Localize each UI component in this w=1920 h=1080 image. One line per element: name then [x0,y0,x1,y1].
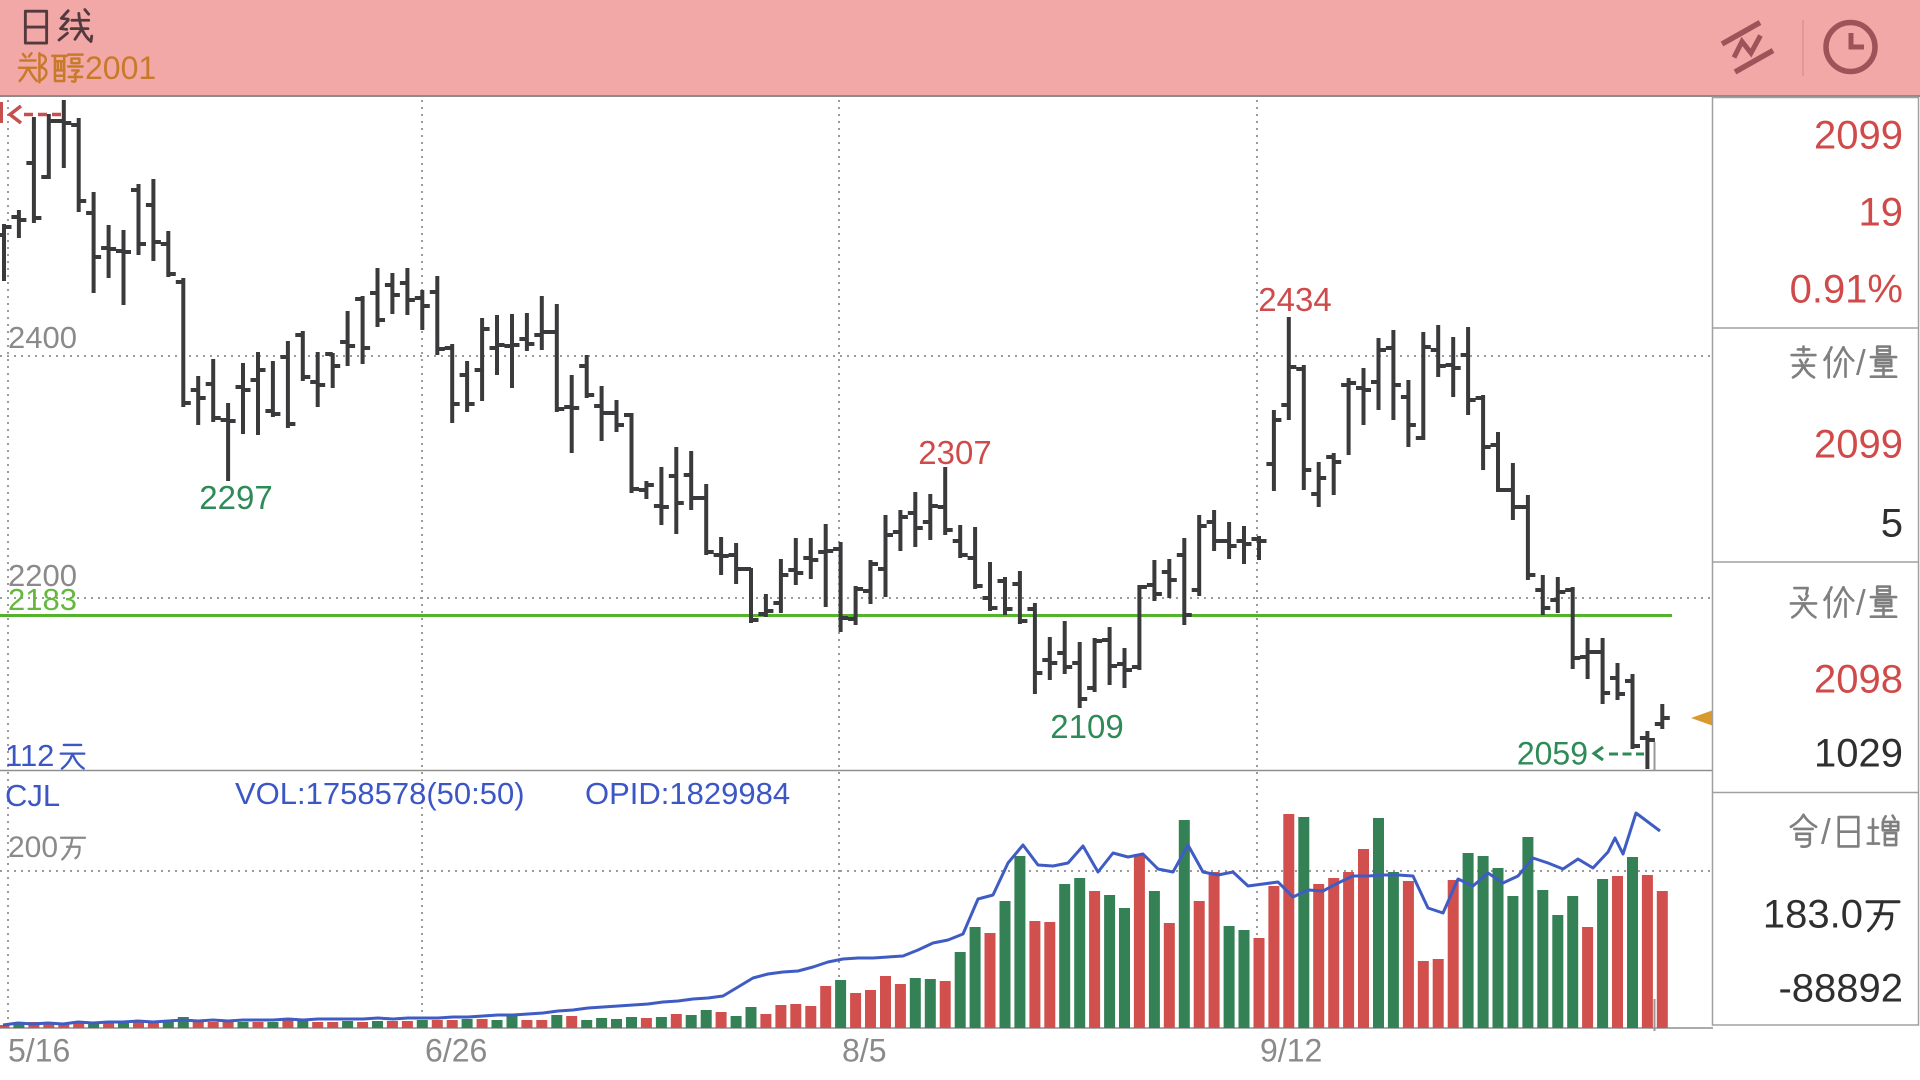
svg-text:8/5: 8/5 [842,1033,886,1069]
svg-text:2434: 2434 [1258,281,1331,318]
svg-text:2297: 2297 [199,479,272,516]
svg-text:2099: 2099 [1814,113,1903,157]
svg-text:5/16: 5/16 [8,1033,70,1069]
svg-text:112: 112 [5,738,54,773]
svg-text:CJL: CJL [5,778,60,813]
svg-text:2098: 2098 [1814,657,1903,701]
svg-text:200: 200 [8,831,58,864]
svg-text:-88892: -88892 [1778,966,1903,1010]
svg-text:2183: 2183 [8,582,77,617]
svg-text:0.91%: 0.91% [1790,267,1903,311]
svg-text:2099: 2099 [1814,422,1903,466]
svg-text:OPID:1829984: OPID:1829984 [585,776,790,811]
svg-text:2001: 2001 [85,50,156,86]
svg-text:2109: 2109 [1050,708,1123,745]
svg-text:2200: 2200 [8,558,77,593]
svg-text:2307: 2307 [918,434,991,471]
svg-text:19: 19 [1859,190,1904,234]
svg-text:VOL:1758578(50:50): VOL:1758578(50:50) [235,776,525,811]
svg-text:/: / [1821,813,1831,852]
svg-text:2059: 2059 [1517,736,1588,772]
svg-text:5: 5 [1881,501,1903,545]
svg-text:2400: 2400 [8,320,77,355]
svg-text:1029: 1029 [1814,731,1903,775]
svg-text:6/26: 6/26 [425,1033,487,1069]
svg-text:9/12: 9/12 [1260,1033,1322,1069]
svg-text:/: / [1856,344,1866,383]
svg-text:183.0: 183.0 [1763,892,1863,936]
svg-text:/: / [1856,584,1866,623]
